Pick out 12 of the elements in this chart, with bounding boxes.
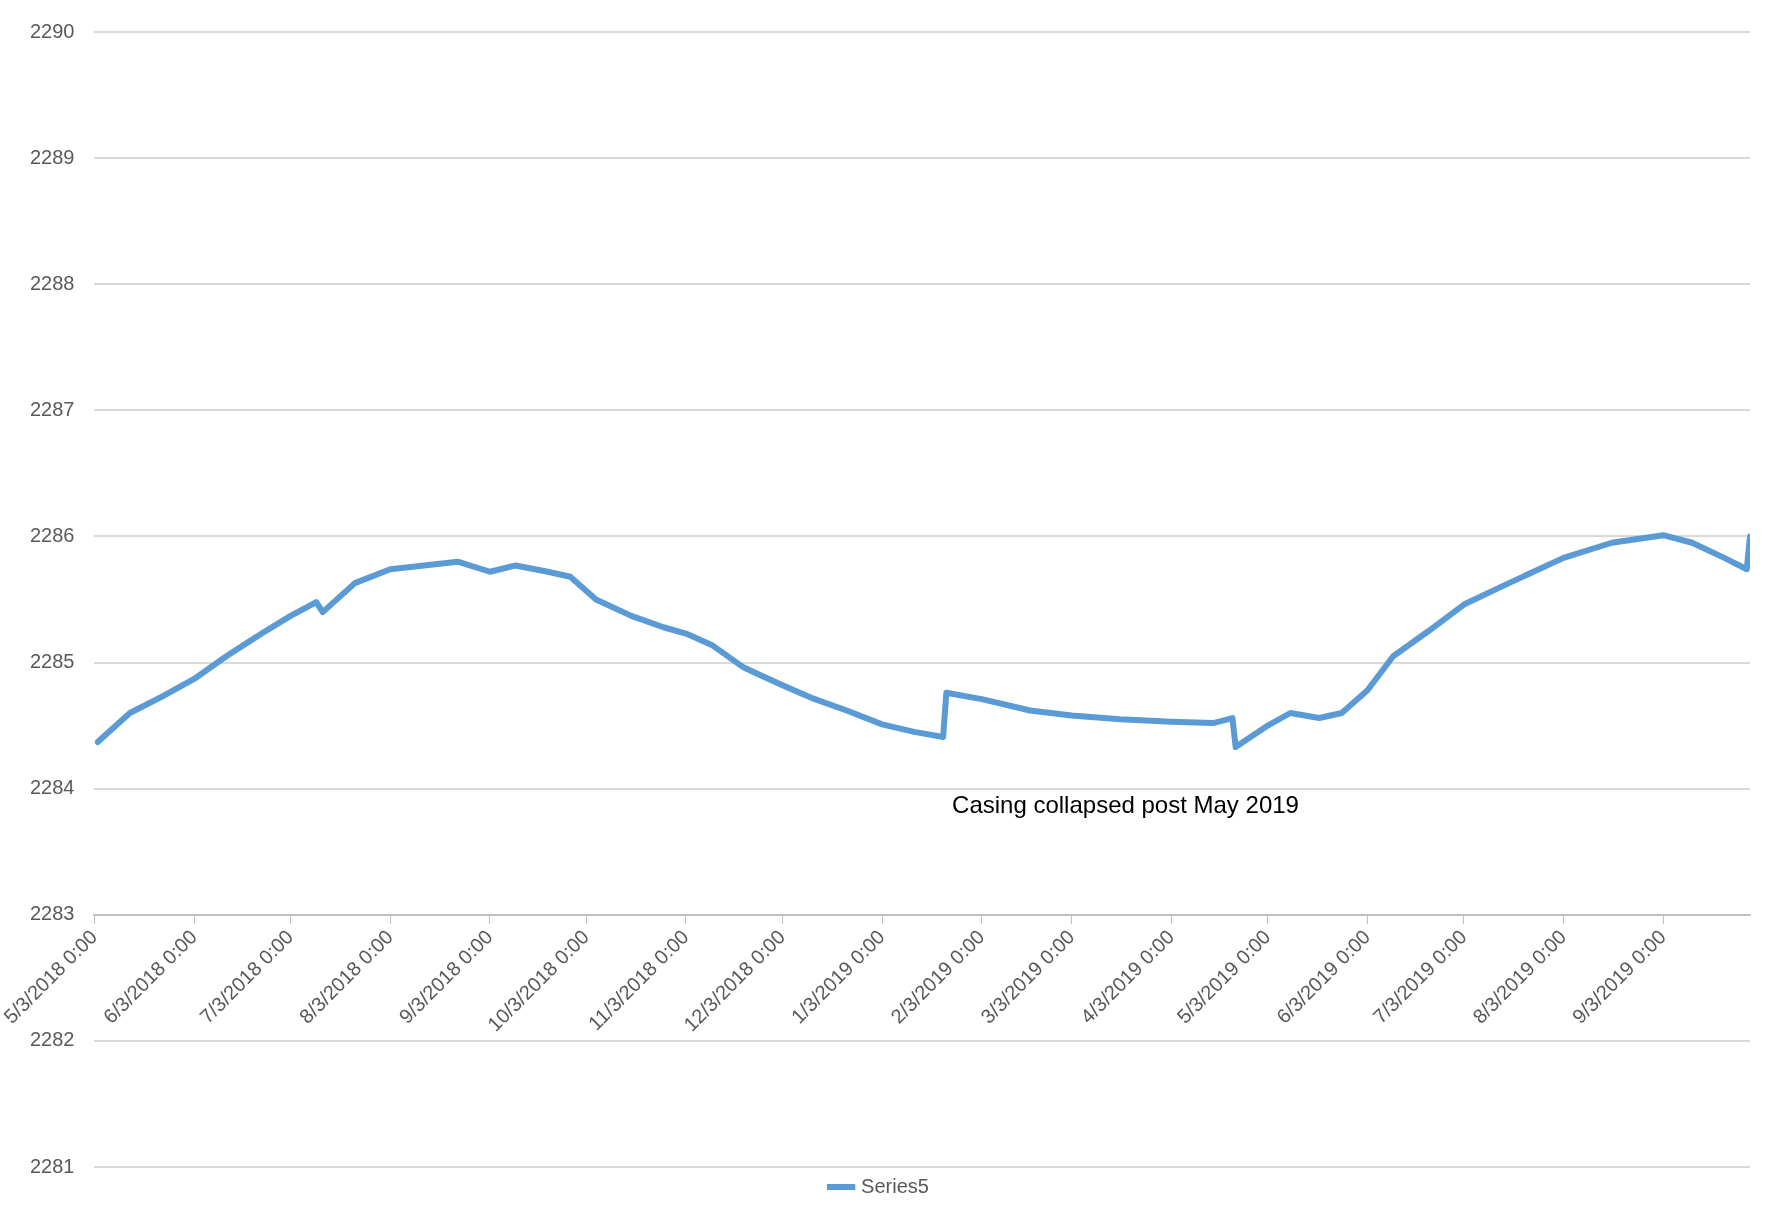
y-tick-label: 2287 [29,397,75,420]
y-tick-label: 2281 [29,1154,75,1177]
y-tick-label: 2289 [29,145,75,168]
legend-label: Series5 [861,1174,929,1197]
annotation: Casing collapsed post May 2019 [952,790,1299,818]
y-tick-label: 2282 [29,1028,75,1051]
y-tick-label: 2283 [29,902,75,925]
y-tick-label: 2285 [29,650,75,673]
y-tick-label: 2284 [29,776,75,799]
y-tick-label: 2286 [29,523,75,546]
y-tick-label: 2288 [29,271,75,294]
y-tick-label: 2290 [29,19,75,42]
